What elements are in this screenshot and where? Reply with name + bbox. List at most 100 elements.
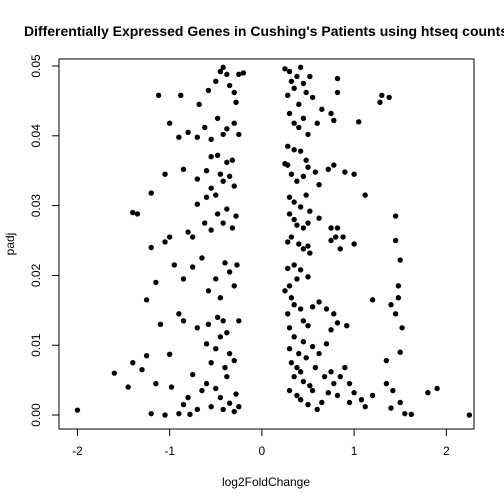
data-point [328,237,334,244]
data-point [134,211,141,217]
data-point [222,364,228,371]
chart-title: Differentially Expressed Genes in Cushin… [24,23,504,39]
data-point [402,410,408,417]
data-point [166,351,173,358]
data-point [213,276,219,282]
data-point [297,204,304,210]
data-point [217,171,224,177]
data-point [392,237,399,244]
data-point [331,380,337,387]
y-axis-label: padj [3,233,17,256]
data-point [214,211,221,217]
x-axis-label: log2FoldChange [222,475,310,489]
data-point [297,396,304,403]
data-point [196,101,202,108]
data-point [300,246,307,252]
data-point [314,120,320,126]
data-point [305,322,311,329]
data-point [288,359,295,366]
data-point [213,385,219,392]
data-point [143,297,150,303]
data-point [388,405,394,411]
data-point [203,194,210,200]
data-point [319,399,325,406]
data-point [180,166,187,173]
data-point [157,321,164,327]
data-point [74,407,81,413]
data-point [294,364,300,371]
data-point [153,279,159,286]
data-point [334,225,341,231]
data-point [297,267,304,273]
data-point [328,327,334,333]
data-point [190,371,196,378]
data-point [309,343,316,350]
data-point [224,159,230,166]
data-point [213,346,219,352]
data-point [291,262,297,268]
data-point [166,234,173,240]
data-point [321,373,328,380]
data-point [408,411,414,418]
data-point [229,225,236,231]
data-point [226,173,233,179]
data-point [236,403,242,410]
data-point [217,68,224,75]
data-point [185,394,191,401]
data-point [178,92,184,99]
y-tick-label: 0.00 [29,403,43,427]
data-point [328,369,334,375]
y-tick-label: 0.02 [29,263,43,287]
data-point [291,85,297,92]
data-point [286,283,293,289]
data-point [305,243,311,249]
data-point [153,380,159,387]
data-point [148,190,154,196]
data-point [296,124,302,131]
data-point [303,192,309,198]
data-point [325,389,331,396]
data-point [180,318,187,324]
data-point [369,297,376,303]
data-points [74,64,473,418]
data-point [286,110,293,117]
data-point [217,334,224,340]
data-point [340,234,346,240]
data-point [390,387,396,394]
data-point [194,201,201,207]
data-point [351,389,357,396]
data-point [214,314,221,321]
data-point [220,64,226,71]
data-point [334,75,341,82]
x-tick-label: 2 [443,444,450,458]
data-point [226,350,233,357]
data-point [362,192,368,198]
data-point [224,206,230,212]
data-point [162,171,168,177]
data-point [224,329,230,336]
data-point [288,78,295,85]
data-point [334,392,341,399]
data-point [231,89,237,96]
data-point [303,157,309,163]
data-point [282,161,288,167]
data-point [224,126,230,132]
data-point [286,194,293,200]
data-point [236,318,242,324]
data-point [222,260,228,266]
data-point [316,215,322,221]
data-point [288,295,295,301]
data-point [358,396,365,403]
data-point [392,311,399,317]
data-point [331,117,337,124]
x-axis: -2 -1 0 1 2 [72,428,450,458]
data-point [217,295,224,301]
data-point [226,400,233,406]
data-point [217,394,224,401]
data-point [214,115,221,122]
data-point [307,73,313,80]
y-axis: 0.00 0.01 0.02 0.03 0.04 0.05 [29,54,60,427]
data-point [312,364,319,371]
data-point [362,403,368,410]
data-point [233,99,239,105]
